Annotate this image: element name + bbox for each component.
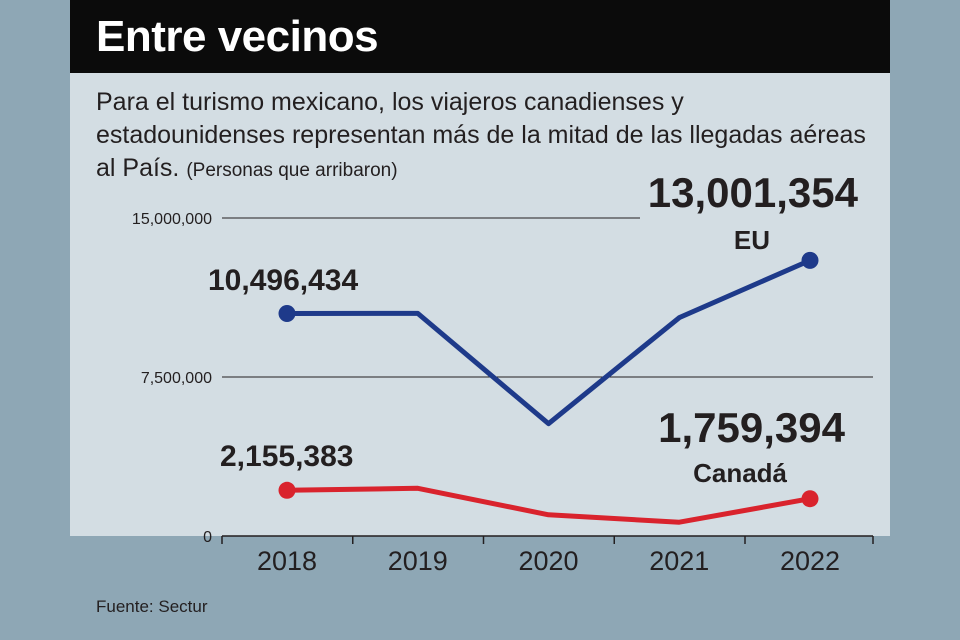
x-tick-label: 2020 <box>518 546 578 576</box>
y-tick-label: 7,500,000 <box>141 370 212 387</box>
x-axis: 2018 2019 2020 2021 2022 <box>221 535 874 576</box>
data-point <box>801 251 819 269</box>
subtitle-text: Para el turismo mexicano, los viajeros c… <box>96 88 866 182</box>
data-point <box>801 490 819 508</box>
series-label: Canadá <box>693 458 787 488</box>
data-labels: 10,496,434 13,001,354 2,155,383 1,759,394 EU… <box>208 169 859 488</box>
data-label: 1,759,394 <box>658 404 845 451</box>
x-tick-label: 2019 <box>388 546 448 576</box>
x-tick-label: 2021 <box>649 546 709 576</box>
series-label: EU <box>734 225 770 255</box>
y-tick-label: 0 <box>203 529 212 546</box>
chart-title: Entre vecinos <box>96 12 379 61</box>
data-label: 2,155,383 <box>220 440 353 473</box>
data-label: 13,001,354 <box>648 169 859 216</box>
series-group <box>278 251 819 525</box>
source-note: Fuente: Sectur <box>96 597 208 616</box>
title-bar <box>70 0 890 73</box>
axis-band <box>70 536 890 640</box>
x-tick-label: 2022 <box>780 546 840 576</box>
y-axis-ticks: 0 7,500,000 15,000,000 <box>132 211 212 546</box>
chart-panel <box>70 0 890 640</box>
series-line <box>284 485 813 525</box>
series-line <box>284 257 813 427</box>
chart-subtitle: Para el turismo mexicano, los viajeros c… <box>96 86 876 187</box>
data-point <box>278 304 296 322</box>
y-tick-label: 15,000,000 <box>132 211 212 228</box>
data-point <box>278 481 296 499</box>
grid-lines <box>222 217 873 378</box>
data-label: 10,496,434 <box>208 264 358 297</box>
x-tick-label: 2018 <box>257 546 317 576</box>
unit-note: (Personas que arribaron) <box>186 160 398 181</box>
